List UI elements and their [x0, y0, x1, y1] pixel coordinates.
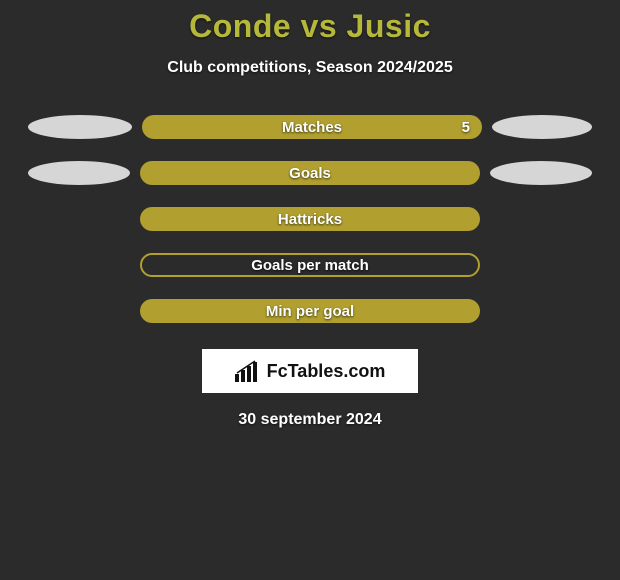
stat-value: 5 [462, 119, 470, 136]
stat-bar: Goals [140, 161, 480, 185]
bar-slot: Min per goal [140, 299, 480, 323]
badge-text: FcTables.com [267, 361, 386, 382]
right-ellipse [490, 161, 592, 185]
stat-label: Hattricks [278, 211, 342, 228]
stat-row: Min per goal [20, 299, 600, 323]
comparison-card: Conde vs Jusic Club competitions, Season… [0, 0, 620, 580]
stat-row: Goals [20, 161, 600, 185]
stat-bar: Min per goal [140, 299, 480, 323]
bar-slot: Goals [140, 161, 480, 185]
stat-row: Matches 5 [20, 115, 600, 139]
right-ellipse [492, 115, 592, 139]
left-ellipse [28, 161, 130, 185]
fctables-badge[interactable]: FcTables.com [202, 349, 418, 393]
subtitle: Club competitions, Season 2024/2025 [167, 59, 452, 77]
stat-bar: Hattricks [140, 207, 480, 231]
bars-icon [235, 360, 261, 382]
stat-bar: Goals per match [140, 253, 480, 277]
bar-slot: Matches 5 [142, 115, 482, 139]
stat-label: Matches [282, 119, 342, 136]
bar-slot: Goals per match [140, 253, 480, 277]
stat-label: Goals [289, 165, 331, 182]
stat-label: Min per goal [266, 303, 354, 320]
bar-slot: Hattricks [140, 207, 480, 231]
page-title: Conde vs Jusic [189, 8, 431, 45]
stat-bar: Matches 5 [142, 115, 482, 139]
stat-rows: Matches 5 Goals Hattricks Goals per match Min… [20, 115, 600, 345]
date-label: 30 september 2024 [238, 411, 381, 429]
stat-label: Goals per match [251, 257, 369, 274]
stat-row: Hattricks [20, 207, 600, 231]
left-ellipse [28, 115, 132, 139]
stat-row: Goals per match [20, 253, 600, 277]
